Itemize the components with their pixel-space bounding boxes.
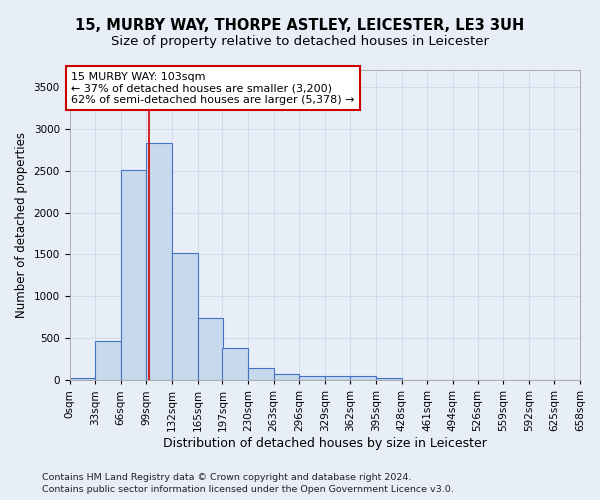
Bar — [274, 374, 299, 380]
Bar — [70, 378, 95, 380]
Text: Size of property relative to detached houses in Leicester: Size of property relative to detached ho… — [111, 35, 489, 48]
Bar — [197, 318, 223, 380]
Bar — [325, 376, 350, 380]
Y-axis label: Number of detached properties: Number of detached properties — [15, 132, 28, 318]
Bar — [248, 368, 274, 380]
Bar — [146, 143, 172, 380]
Bar — [350, 376, 376, 380]
Bar — [299, 376, 325, 380]
Text: 15, MURBY WAY, THORPE ASTLEY, LEICESTER, LE3 3UH: 15, MURBY WAY, THORPE ASTLEY, LEICESTER,… — [76, 18, 524, 32]
X-axis label: Distribution of detached houses by size in Leicester: Distribution of detached houses by size … — [163, 437, 487, 450]
Text: 15 MURBY WAY: 103sqm
← 37% of detached houses are smaller (3,200)
62% of semi-de: 15 MURBY WAY: 103sqm ← 37% of detached h… — [71, 72, 355, 105]
Bar — [223, 348, 248, 380]
Text: Contains HM Land Registry data © Crown copyright and database right 2024.: Contains HM Land Registry data © Crown c… — [42, 474, 412, 482]
Bar — [172, 253, 197, 380]
Bar — [95, 341, 121, 380]
Text: Contains public sector information licensed under the Open Government Licence v3: Contains public sector information licen… — [42, 485, 454, 494]
Bar — [376, 378, 401, 380]
Bar — [121, 170, 146, 380]
